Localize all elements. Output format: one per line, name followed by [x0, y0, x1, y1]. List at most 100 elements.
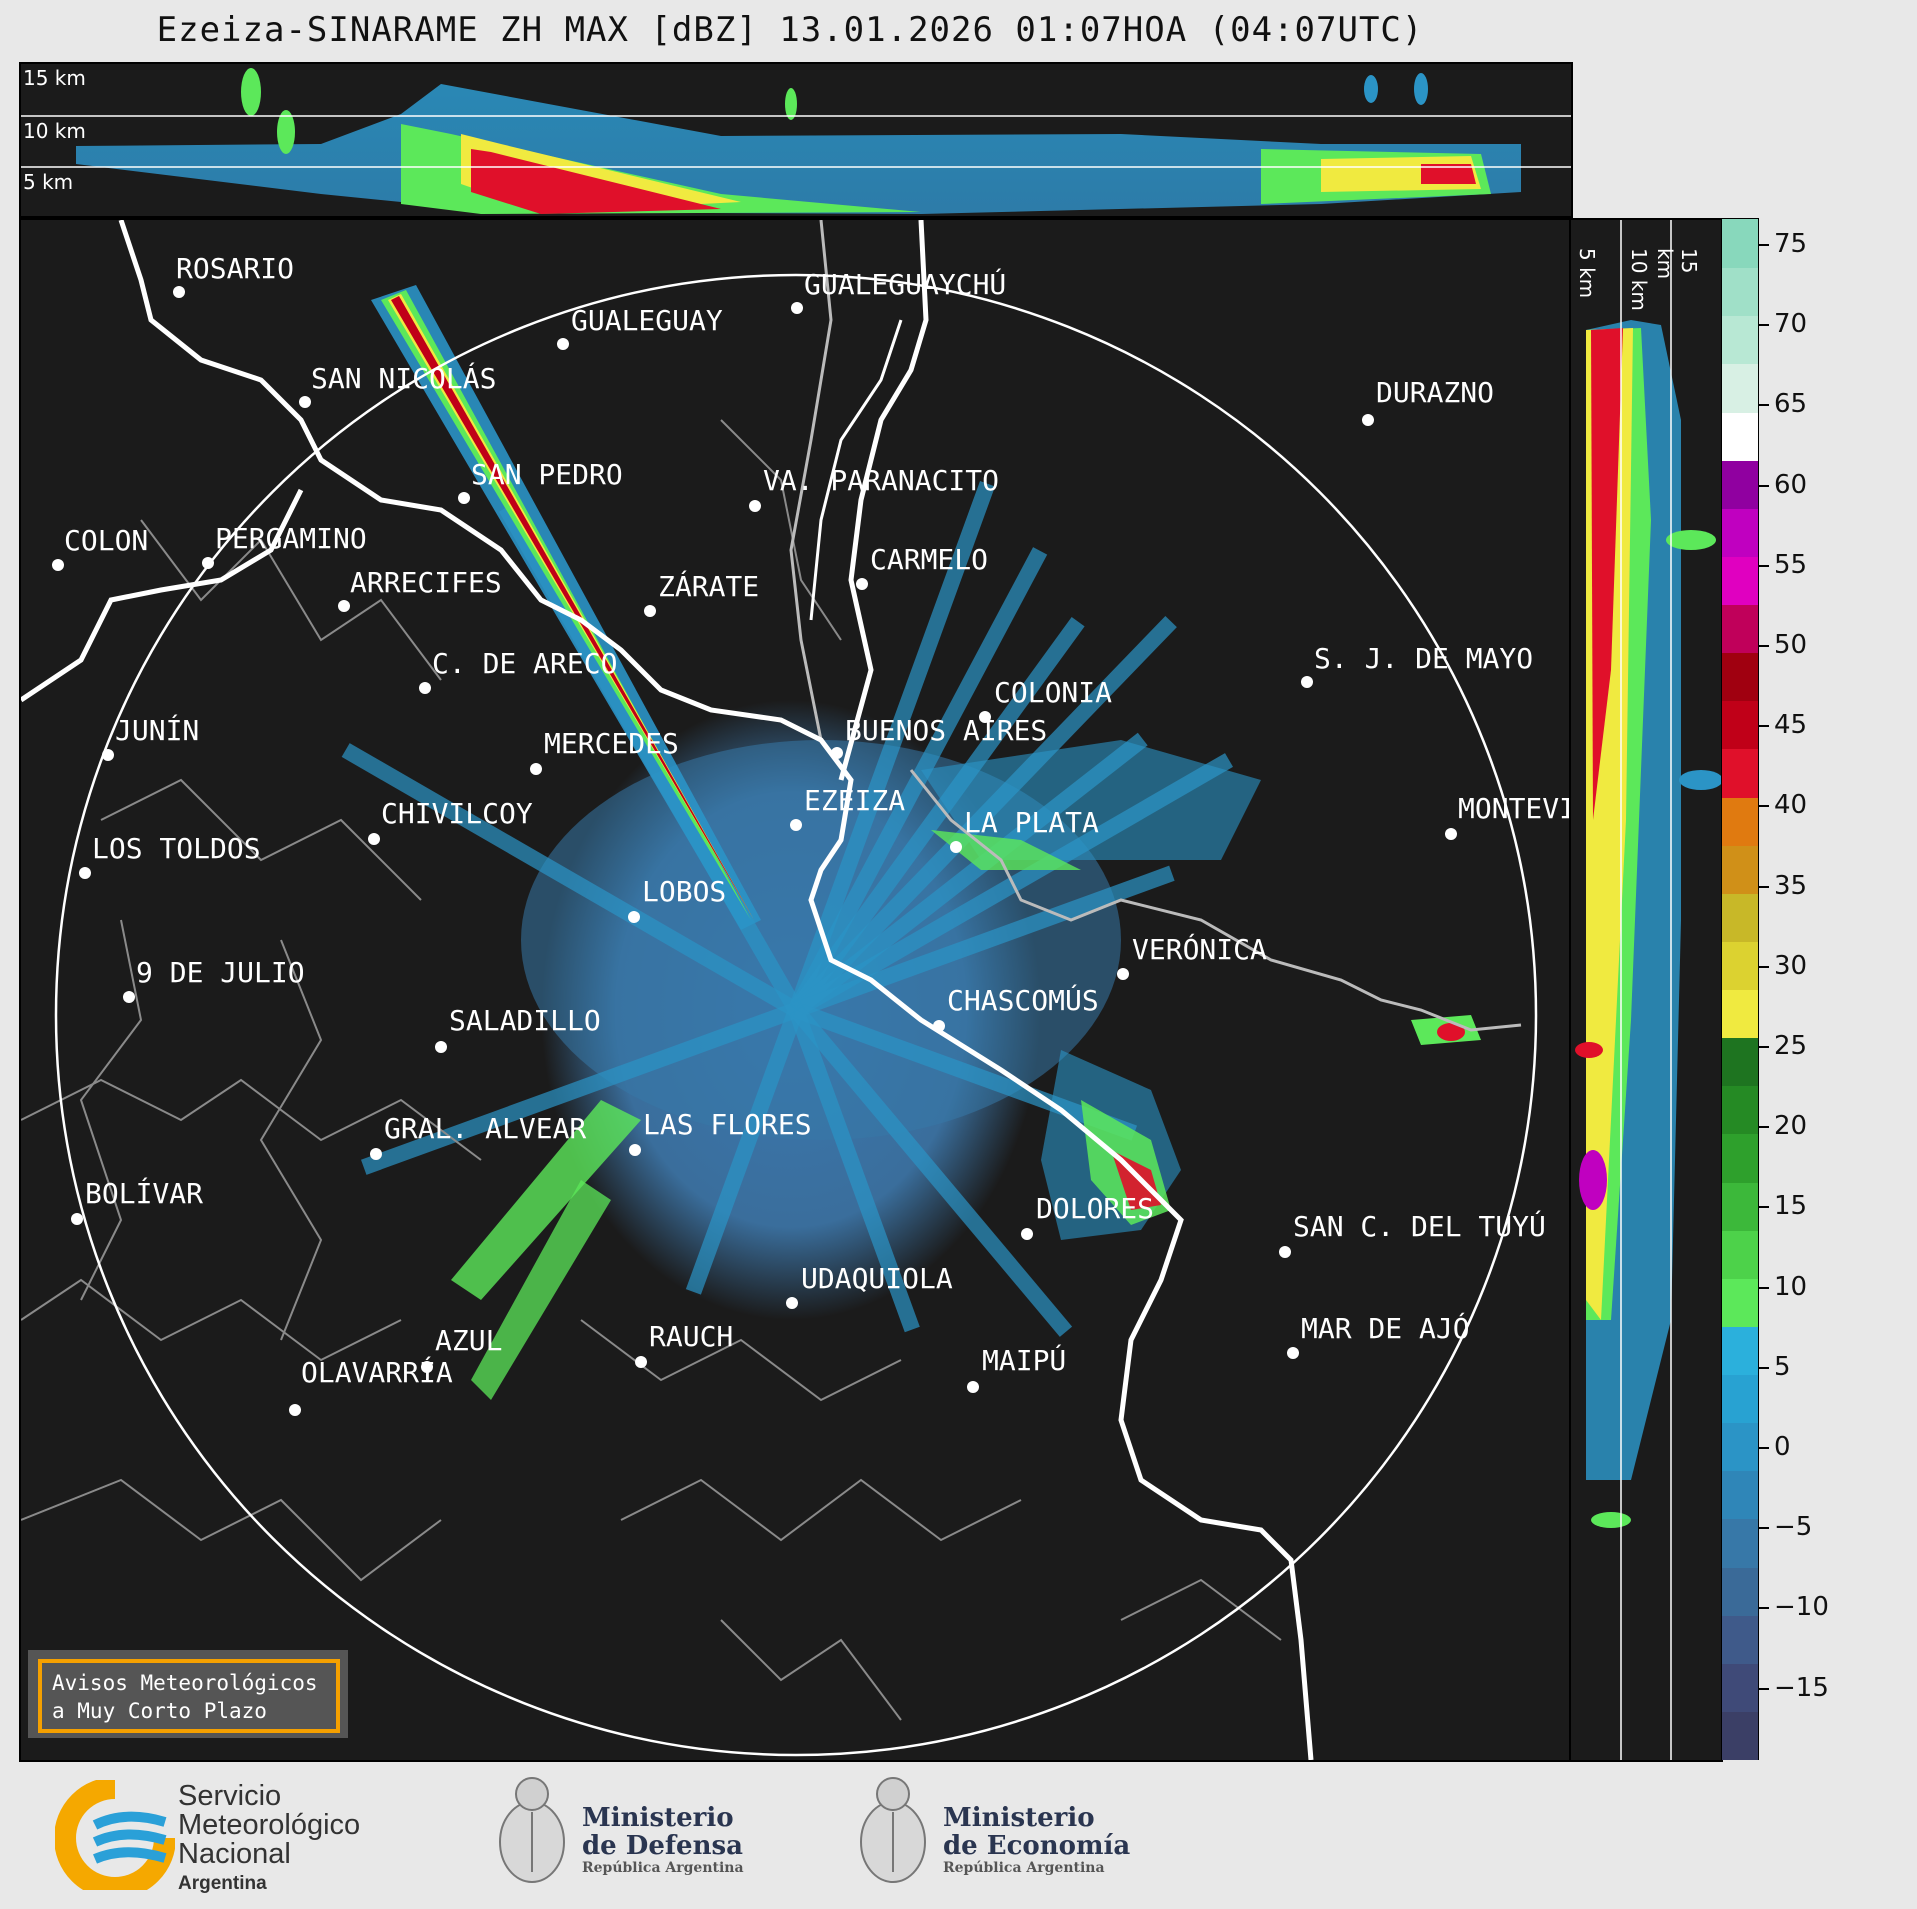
city-marker — [421, 1361, 433, 1373]
city-label: UDAQUIOLA — [801, 1262, 953, 1295]
colorbar-tick — [1759, 645, 1769, 647]
side-altitude-15km: 15 km — [1653, 248, 1701, 280]
colorbar-tick-label: 50 — [1774, 630, 1808, 660]
city-marker — [644, 605, 656, 617]
uruguay-river — [789, 220, 833, 741]
colorbar-tick — [1759, 885, 1769, 888]
city-marker — [557, 338, 569, 350]
colorbar-band — [1722, 1325, 1758, 1375]
colorbar-band — [1722, 1518, 1758, 1568]
city-label: LA PLATA — [964, 806, 1099, 839]
city-marker — [790, 819, 802, 831]
colorbar-tick-label: −15 — [1774, 1672, 1829, 1703]
colorbar-band — [1722, 1662, 1758, 1712]
colorbar-tick — [1759, 1286, 1769, 1289]
colorbar-band — [1722, 363, 1758, 413]
city-label: CARMELO — [870, 543, 988, 576]
warning-link-box[interactable]: Avisos Meteorológicos a Muy Corto Plazo — [38, 1659, 340, 1733]
city-label: COLON — [64, 524, 148, 557]
altitude-label-5km: 5 km — [23, 170, 74, 194]
city-marker — [370, 1148, 382, 1160]
colorbar-band — [1722, 219, 1758, 269]
city-marker — [202, 557, 214, 569]
top-altitude-panel: 15 km 10 km 5 km — [19, 62, 1573, 218]
colorbar-band — [1722, 411, 1758, 461]
city-label: OLAVARRÍA — [301, 1355, 453, 1389]
city-marker — [831, 747, 843, 759]
city-label: DURAZNO — [1376, 376, 1494, 409]
city-label: MONTEVIDEO — [1458, 792, 1571, 825]
side-altitude-5km: 5 km — [1575, 248, 1599, 299]
defensa-coat-of-arms-icon — [499, 1777, 565, 1883]
colorbar-tick — [1759, 564, 1769, 567]
city-label: BUENOS AIRES — [845, 714, 1047, 747]
city-marker — [1445, 828, 1457, 840]
side-panel-echoes — [1575, 220, 1721, 1760]
side-altitude-10km: 10 km — [1627, 248, 1651, 311]
colorbar-tick — [1759, 324, 1769, 327]
city-label: CHIVILCOY — [381, 797, 533, 830]
city-label: GRAL. ALVEAR — [384, 1112, 586, 1145]
colorbar-tick — [1759, 484, 1769, 487]
city-label: LAS FLORES — [643, 1108, 812, 1141]
colorbar-tick-label: 25 — [1774, 1031, 1808, 1061]
city-label: MAR DE AJÓ — [1301, 1311, 1470, 1345]
radar-map-svg: ROSARIO GUALEGUAYCHÚ GUALEGUAY SAN NICOLÁS D… — [21, 220, 1571, 1760]
city-marker — [1279, 1246, 1291, 1258]
top-panel-echoes — [21, 68, 1571, 214]
city-marker — [786, 1297, 798, 1309]
colorbar-band — [1722, 459, 1758, 509]
colorbar-tick-label: 65 — [1774, 389, 1808, 420]
colorbar-tick — [1759, 1366, 1769, 1369]
city-marker — [629, 1144, 641, 1156]
city-label: VERÓNICA — [1132, 932, 1267, 966]
city-label: BOLÍVAR — [85, 1176, 203, 1210]
chart-title: Ezeiza-SINARAME ZH MAX [dBZ] 13.01.2026 … — [156, 10, 1424, 50]
city-label: SALADILLO — [449, 1004, 601, 1037]
city-label: VA. PARANACITO — [763, 464, 999, 497]
colorbar-tick-label: 15 — [1774, 1191, 1808, 1222]
colorbar-tick — [1759, 244, 1769, 246]
colorbar-band — [1722, 1037, 1758, 1087]
colorbar-tick-label: 40 — [1774, 790, 1808, 821]
colorbar-band — [1722, 748, 1758, 798]
city-marker — [1301, 676, 1313, 688]
colorbar-tick — [1759, 1447, 1769, 1449]
city-label: PERGAMINO — [215, 522, 367, 555]
city-marker — [102, 749, 114, 761]
colorbar-tick-label: 10 — [1774, 1271, 1808, 1302]
city-marker — [368, 833, 380, 845]
city-label: JUNÍN — [115, 713, 199, 747]
smn-line-1: Servicio — [178, 1780, 282, 1812]
colorbar-tick — [1759, 1607, 1769, 1610]
colorbar-tick-label: 60 — [1774, 469, 1808, 500]
colorbar-tick — [1759, 1687, 1769, 1690]
city-marker — [419, 682, 431, 694]
echo-spoke — [361, 1002, 799, 1175]
colorbar-tick — [1759, 1046, 1769, 1048]
city-marker — [749, 500, 761, 512]
colorbar-band — [1722, 1566, 1758, 1616]
city-marker — [856, 578, 868, 590]
city-marker — [299, 396, 311, 408]
echo-spoke — [789, 1004, 1073, 1337]
city-label: CHASCOMÚS — [947, 983, 1099, 1017]
colorbar-tick-label: 35 — [1774, 870, 1808, 901]
echo-spoke — [789, 616, 1085, 1015]
colorbar-band — [1722, 1229, 1758, 1279]
colorbar-tick-label: 0 — [1774, 1432, 1791, 1462]
uruguay-river-west — [838, 220, 929, 781]
colorbar-tick-label: 20 — [1774, 1111, 1808, 1142]
city-label: MERCEDES — [544, 727, 679, 760]
colorbar-band — [1722, 507, 1758, 557]
city-label: GUALEGUAYCHÚ — [804, 267, 1006, 301]
colorbar-band — [1722, 1470, 1758, 1520]
economia-line-2: de Economía — [943, 1831, 1131, 1861]
city-marker — [71, 1213, 83, 1225]
colorbar-tick — [1759, 965, 1769, 968]
colorbar-tick — [1759, 1527, 1769, 1530]
city-label: LOBOS — [642, 875, 726, 908]
echo-spoke — [788, 481, 996, 1013]
echo-spoke — [341, 743, 800, 1017]
echo-spoke — [685, 1007, 804, 1295]
